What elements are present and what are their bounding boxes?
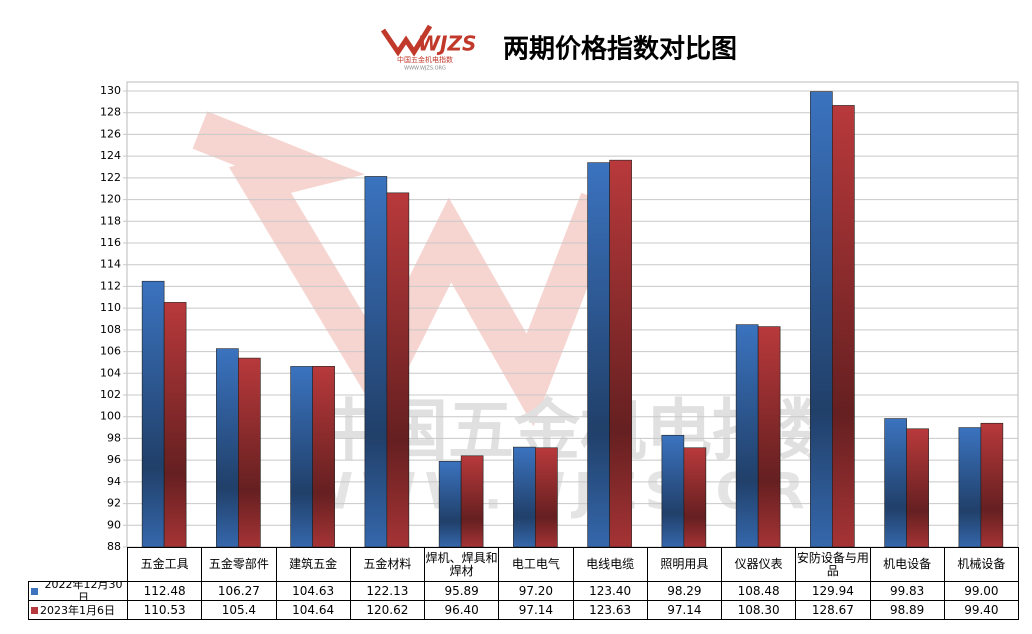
bar: [810, 91, 833, 548]
table-value: 108.30: [721, 600, 797, 620]
y-tick-label: 120: [100, 193, 121, 206]
bar: [906, 428, 929, 548]
table-value: 108.48: [721, 581, 797, 601]
category-label: 电线电缆: [572, 547, 648, 582]
table-value: 97.20: [498, 581, 574, 601]
legend-swatch: [31, 587, 38, 595]
bar: [312, 366, 335, 548]
table-value: 128.67: [795, 600, 871, 620]
y-tick-label: 108: [100, 323, 121, 336]
y-tick-label: 102: [100, 388, 121, 401]
y-tick-label: 96: [107, 453, 121, 466]
bar: [163, 302, 187, 548]
bar: [460, 455, 484, 548]
table-value: 122.13: [349, 581, 425, 601]
y-tick-label: 112: [100, 279, 121, 292]
table-value: 104.64: [275, 600, 351, 620]
logo-name: 中国五金机电指数: [397, 55, 453, 64]
legend-swatch: [31, 606, 38, 614]
table-value: 106.27: [201, 581, 277, 601]
category-label: 五金工具: [127, 547, 203, 582]
table-value: 129.94: [795, 581, 871, 601]
y-tick-label: 90: [107, 518, 121, 531]
table-value: 97.14: [646, 600, 722, 620]
category-label: 电工电气: [498, 547, 574, 582]
table-value: 99.83: [869, 581, 945, 601]
logo-site: WWW.WJZS.ORG: [404, 66, 446, 72]
bar: [513, 446, 536, 548]
table-value: 104.63: [275, 581, 351, 601]
logo-arrow: [380, 24, 433, 57]
table-value: 112.48: [127, 581, 203, 601]
y-tick-label: 88: [107, 540, 121, 553]
table-value: 110.53: [127, 600, 203, 620]
legend-label: 2023年1月6日: [40, 603, 115, 617]
legend-entry: 2022年12月30日: [28, 581, 128, 601]
bar: [238, 357, 261, 548]
bar: [364, 176, 388, 548]
category-label: 焊机、焊具和焊材: [424, 547, 500, 582]
y-tick-label: 128: [100, 106, 121, 119]
category-label: 建筑五金: [275, 547, 351, 582]
table-value: 99.40: [943, 600, 1019, 620]
y-tick-label: 114: [100, 258, 121, 271]
table-corner: [28, 547, 128, 581]
chart-title: 两期价格指数对比图: [503, 34, 737, 65]
bar: [141, 280, 165, 548]
table-value: 97.14: [498, 600, 574, 620]
y-tick-label: 106: [100, 345, 121, 358]
category-label: 五金材料: [349, 547, 425, 582]
category-label: 仪器仪表: [721, 547, 797, 582]
bar: [587, 162, 610, 548]
bar: [884, 418, 907, 548]
bar: [386, 192, 410, 548]
table-value: 123.40: [572, 581, 648, 601]
legend-label: 2022年12月30日: [44, 581, 123, 601]
bar: [535, 447, 558, 548]
table-value: 98.29: [646, 581, 722, 601]
bar: [290, 366, 313, 548]
y-tick-label: 94: [107, 475, 121, 488]
bar: [832, 105, 855, 548]
category-label: 照明用具: [646, 547, 722, 582]
y-tick-label: 92: [107, 497, 121, 510]
table-value: 98.89: [869, 600, 945, 620]
bar: [216, 348, 239, 548]
legend-entry: 2023年1月6日: [28, 600, 128, 620]
y-tick-label: 124: [100, 149, 121, 162]
y-tick-label: 98: [107, 431, 121, 444]
table-value: 105.4: [201, 600, 277, 620]
bar: [980, 422, 1004, 548]
y-tick-label: 126: [100, 127, 121, 140]
bar: [958, 427, 982, 548]
category-label: 机械设备: [943, 547, 1019, 582]
table-value: 96.40: [424, 600, 500, 620]
y-tick-label: 116: [100, 236, 121, 249]
category-label: 五金零部件: [201, 547, 277, 582]
category-label: 安防设备与用品: [795, 547, 871, 582]
bar: [735, 324, 759, 548]
table-value: 123.63: [572, 600, 648, 620]
y-tick-label: 110: [100, 301, 121, 314]
logo: WJZS 中国五金机电指数 WWW.WJZS.ORG: [380, 24, 476, 72]
bar: [661, 434, 685, 548]
bar: [609, 159, 632, 548]
category-label: 机电设备: [869, 547, 945, 582]
bar: [683, 447, 707, 548]
table-value: 95.89: [424, 581, 500, 601]
y-tick-label: 100: [100, 410, 121, 423]
y-tick-label: 130: [100, 84, 121, 97]
y-tick-label: 118: [100, 214, 121, 227]
table-value: 99.00: [943, 581, 1019, 601]
bar: [438, 461, 462, 548]
y-tick-label: 122: [100, 171, 121, 184]
y-tick-label: 104: [100, 366, 121, 379]
logo-mark: WJZS: [418, 32, 476, 56]
bar: [757, 326, 781, 548]
table-value: 120.62: [349, 600, 425, 620]
